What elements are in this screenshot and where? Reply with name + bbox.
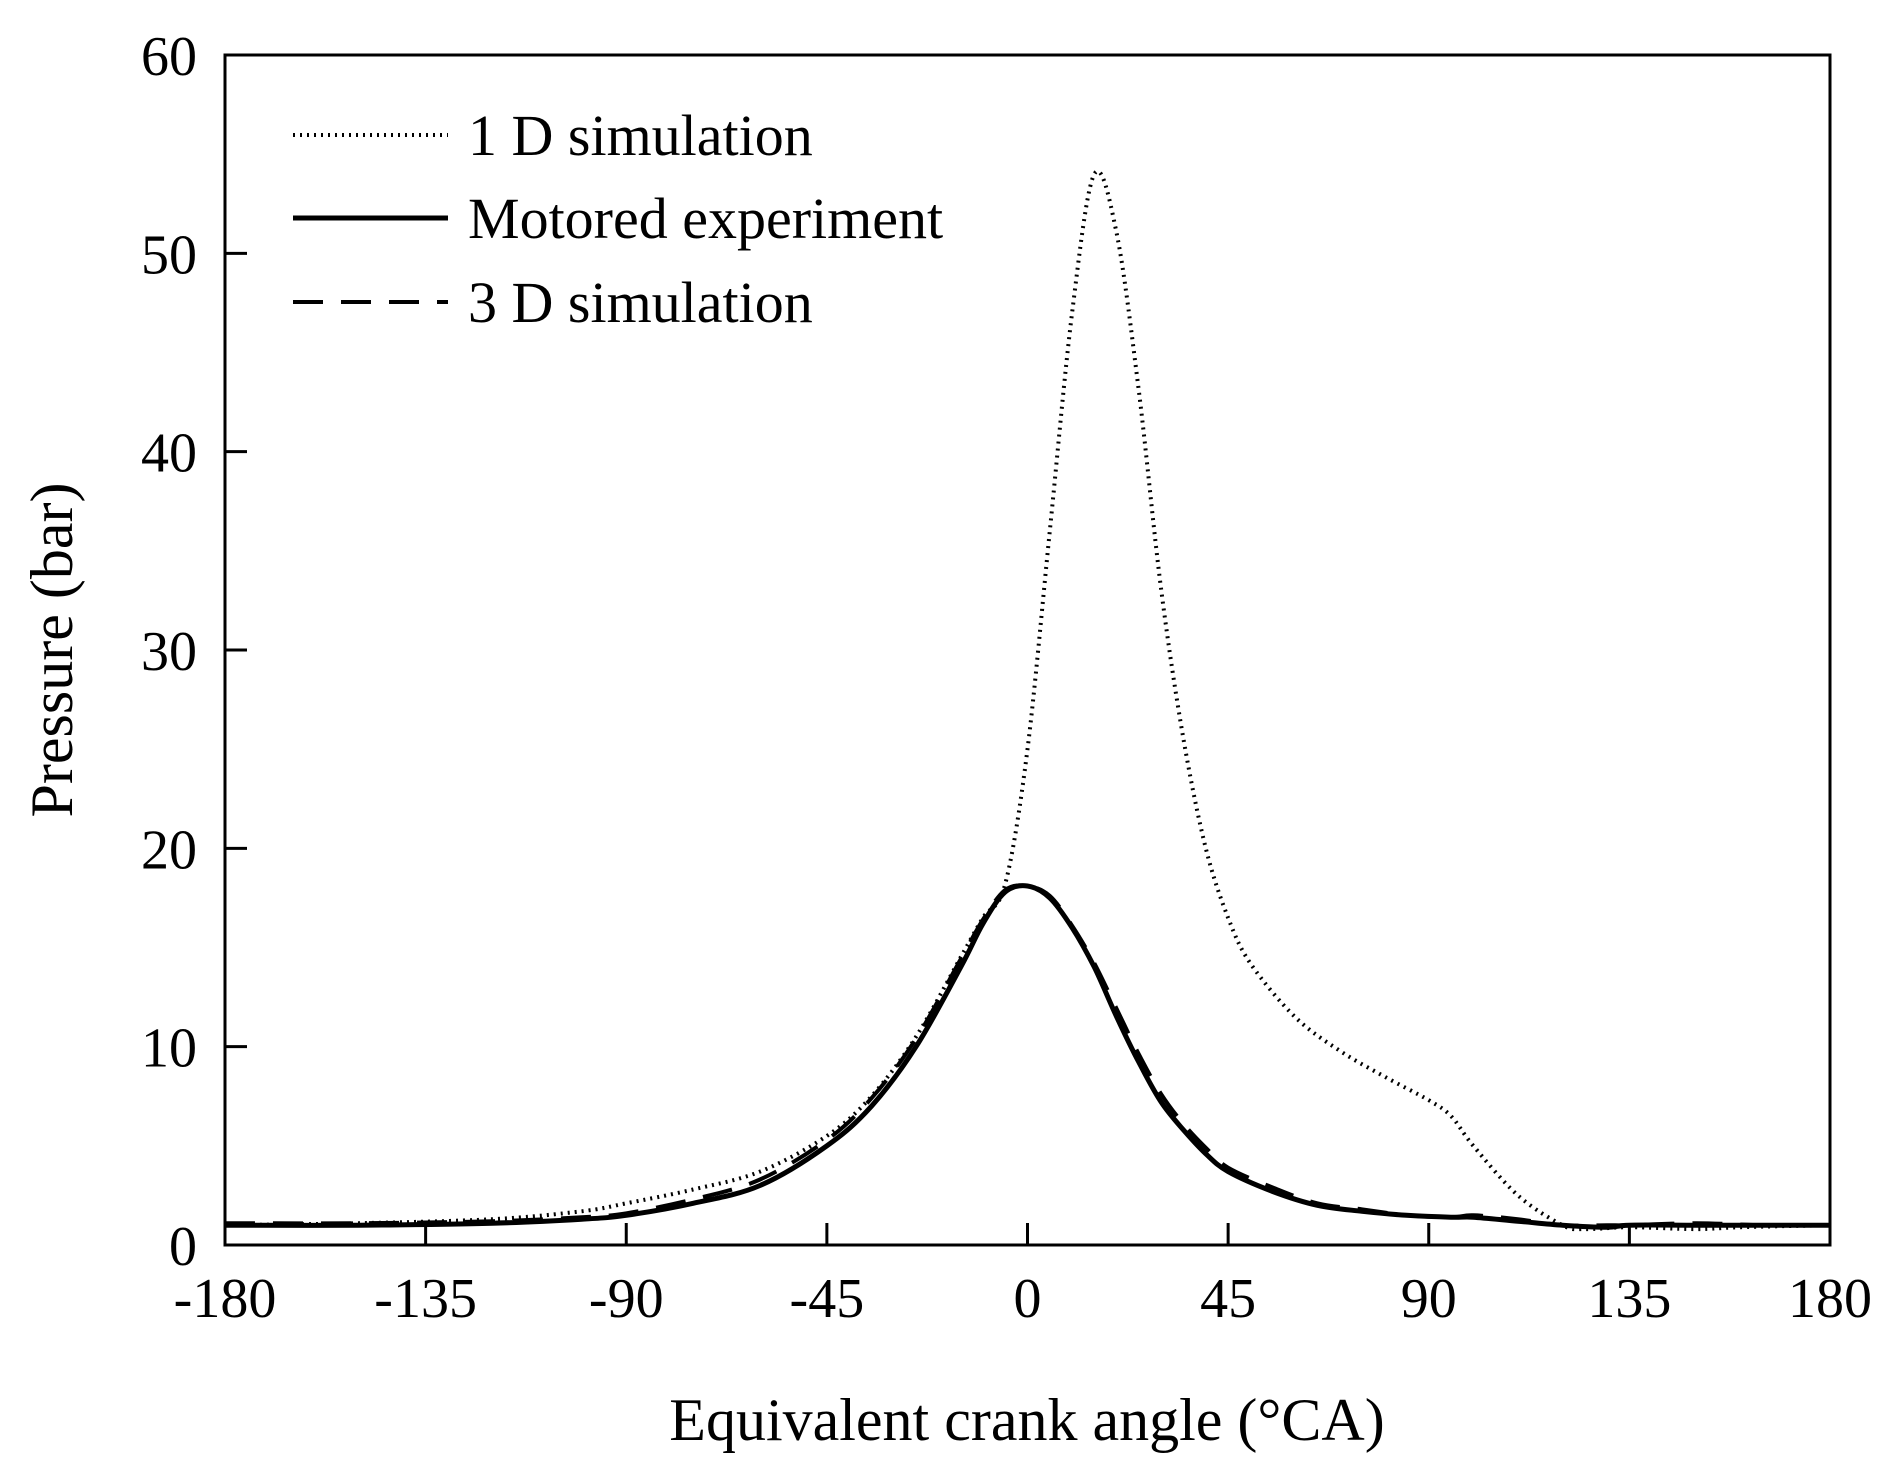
- y-tick-label: 50: [141, 224, 197, 286]
- x-tick-label: 180: [1788, 1268, 1872, 1330]
- legend-label-motored-experiment: Motored experiment: [468, 186, 943, 251]
- y-axis-label: Pressure (bar): [19, 483, 85, 818]
- plot-frame: [223, 53, 1832, 1247]
- y-tick-label: 20: [141, 819, 197, 881]
- y-tick-label: 30: [141, 621, 197, 683]
- x-tick-label: -180: [174, 1268, 277, 1330]
- x-axis-ticks: -180 -135 -90 -45 0 45 90 135 180: [174, 1223, 1872, 1330]
- x-tick-label: -90: [589, 1268, 664, 1330]
- series-line-1-d-simulation: [224, 169, 1831, 1232]
- x-axis-label: Equivalent crank angle (°CA): [669, 1387, 1384, 1453]
- y-tick-label: 10: [141, 1018, 197, 1080]
- x-tick-label: 135: [1587, 1268, 1671, 1330]
- legend: 1 D simulation Motored experiment 3 D si…: [293, 103, 943, 335]
- series-layer: [224, 169, 1831, 1232]
- legend-label-3d-simulation: 3 D simulation: [468, 270, 813, 335]
- x-tick-label: -45: [790, 1268, 865, 1330]
- y-tick-label: 0: [169, 1216, 197, 1278]
- series-line-3-d-simulation: [224, 883, 1831, 1228]
- x-tick-label: 90: [1401, 1268, 1457, 1330]
- y-tick-label: 40: [141, 423, 197, 485]
- series-line-motored-experiment: [224, 883, 1830, 1230]
- y-axis-ticks: 0 10 20 30 40 50 60: [141, 26, 247, 1278]
- x-tick-label: 0: [1014, 1268, 1042, 1330]
- x-tick-label: -135: [374, 1268, 477, 1330]
- x-tick-label: 45: [1200, 1268, 1256, 1330]
- y-tick-label: 60: [141, 26, 197, 88]
- legend-label-1d-simulation: 1 D simulation: [468, 103, 813, 168]
